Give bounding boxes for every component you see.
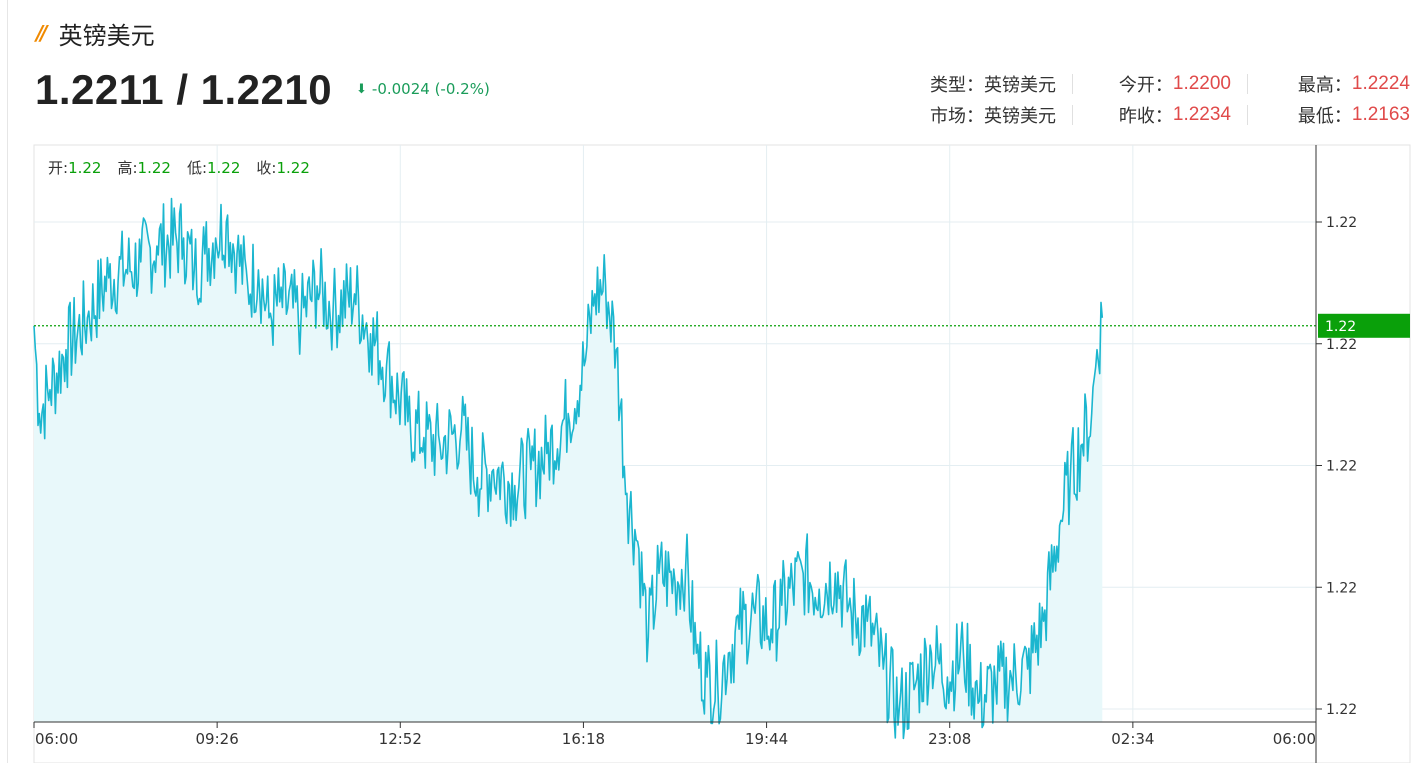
y-axis: 1.22 1.22 1.22 1.22 1.22 <box>1316 215 1357 718</box>
stat-prev-close-value: 1.2234 <box>1172 103 1231 125</box>
ohlc-low-value: 1.22 <box>207 159 240 177</box>
y-tick-label: 1.22 <box>1326 702 1357 718</box>
stat-low-value: 1.2163 <box>1351 103 1410 125</box>
ohlc-high-label: 高: <box>117 159 137 177</box>
stats-row-2: 市场： 英镑美元 昨收： 1.2234 最低： 1.2163 <box>909 99 1410 130</box>
bid-ask-price: 1.2211 / 1.2210 <box>35 66 333 113</box>
x-tick-label: 16:18 <box>562 730 605 748</box>
down-arrow-icon: ⬇ <box>356 81 367 97</box>
price-series-line[interactable] <box>33 197 1104 740</box>
y-tick-label: 1.22 <box>1326 459 1357 475</box>
ohlc-legend: 开:1.22 高:1.22 低:1.22 收:1.22 <box>48 159 310 177</box>
quote-stats: 类型： 英镑美元 今开： 1.2200 最高： 1.2224 市场： 英镑美元 … <box>909 68 1410 130</box>
instrument-header: // 英镑美元 <box>36 16 155 50</box>
stat-open-value: 1.2200 <box>1172 72 1231 94</box>
stat-high-label: 最高： <box>1297 74 1352 96</box>
current-price-label: 1.22 <box>1325 319 1356 335</box>
x-tick-label: 12:52 <box>379 730 422 748</box>
y-tick-label: 1.22 <box>1326 337 1357 353</box>
x-tick-label: 23:08 <box>928 730 971 748</box>
x-tick-label: 19:44 <box>745 730 788 748</box>
y-tick-label: 1.22 <box>1326 215 1357 231</box>
stat-prev-close-label: 昨收： <box>1118 105 1173 127</box>
y-tick-label: 1.22 <box>1326 580 1357 596</box>
ohlc-open-label: 开: <box>48 159 68 177</box>
stats-divider <box>1072 104 1073 125</box>
stats-divider <box>1072 73 1073 94</box>
instrument-title: 英镑美元 <box>58 21 155 50</box>
current-price-badge-bg <box>1318 313 1410 338</box>
stat-high: 最高： 1.2224 <box>1270 71 1410 97</box>
x-axis: 06:00 09:26 12:52 16:18 19:44 23:08 02:34 06:00 <box>33 722 1317 748</box>
x-tick-label: 02:34 <box>1111 730 1154 748</box>
stat-high-value: 1.2224 <box>1351 72 1410 94</box>
ohlc-close-label: 收: <box>256 159 276 177</box>
ohlc-open-value: 1.22 <box>68 159 101 177</box>
current-price-badge: 1.22 <box>1318 313 1410 338</box>
stat-type: 类型： 英镑美元 <box>909 71 1072 97</box>
ohlc-high-value: 1.22 <box>138 159 171 177</box>
ohlc-close-value: 1.22 <box>276 159 309 177</box>
stats-divider <box>1247 104 1248 125</box>
page-left-border <box>7 0 8 763</box>
stat-open: 今开： 1.2200 <box>1095 71 1247 97</box>
stats-divider <box>1247 73 1248 94</box>
stat-low: 最低： 1.2163 <box>1270 102 1410 128</box>
x-tick-label: 06:00 <box>35 730 78 748</box>
stat-market: 市场： 英镑美元 <box>909 102 1072 128</box>
stat-prev-close: 昨收： 1.2234 <box>1095 102 1247 128</box>
stat-open-label: 今开： <box>1118 74 1173 96</box>
x-tick-label: 09:26 <box>196 730 239 748</box>
stat-low-label: 最低： <box>1297 105 1352 127</box>
stat-type-label: 类型： <box>930 74 984 96</box>
stat-market-label: 市场： <box>930 105 984 127</box>
stat-type-value: 英镑美元 <box>984 74 1056 96</box>
price-change-value: -0.0024 (-0.2%) <box>371 80 490 98</box>
price-change: ⬇ -0.0024 (-0.2%) <box>356 80 490 98</box>
ohlc-legend-text: 开:1.22 高:1.22 低:1.22 收:1.22 <box>48 159 310 177</box>
stat-market-value: 英镑美元 <box>984 105 1056 127</box>
title-accent-icon: // <box>36 21 47 45</box>
stats-row-1: 类型： 英镑美元 今开： 1.2200 最高： 1.2224 <box>909 68 1410 99</box>
ohlc-low-label: 低: <box>187 159 207 177</box>
x-tick-label: 06:00 <box>1273 730 1316 748</box>
